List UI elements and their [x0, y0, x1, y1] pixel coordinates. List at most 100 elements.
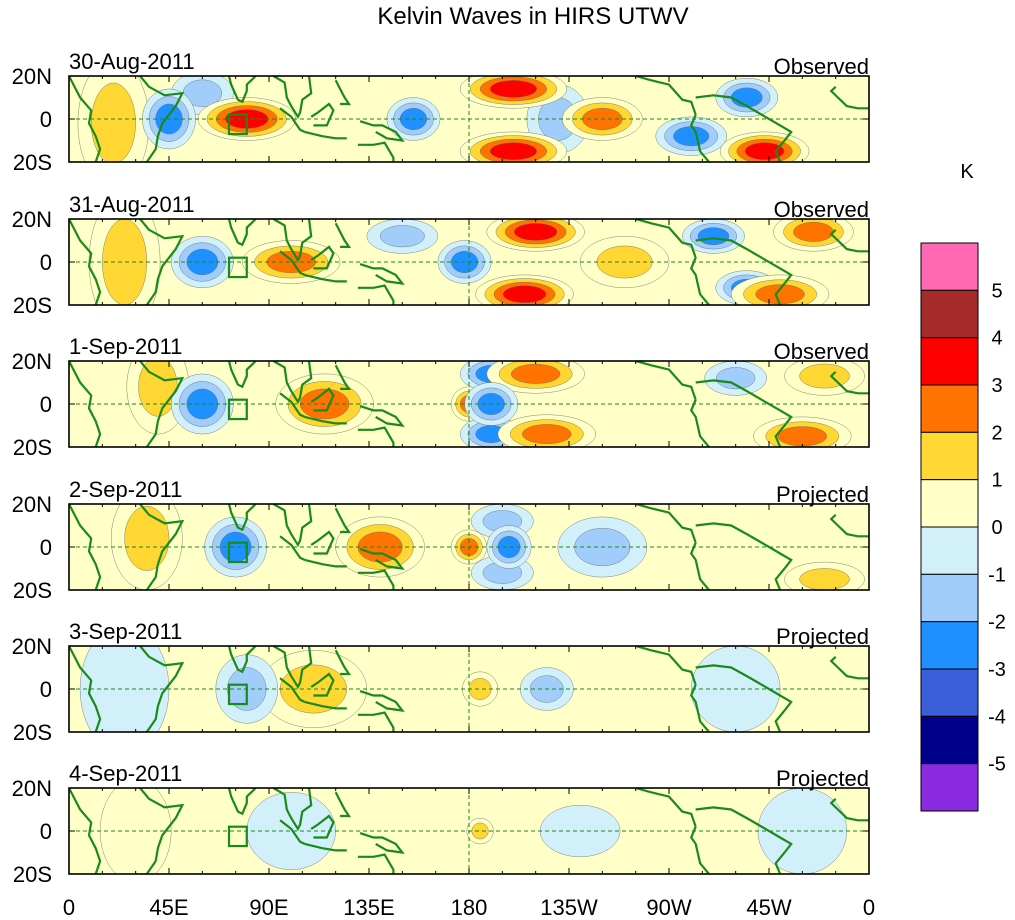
coastline [357, 426, 395, 447]
coastline [310, 387, 335, 412]
panel-4: 20N 0 20S 2-Sep-2011 Projected [12, 477, 870, 603]
panel-6: 20N 0 20S 4-Sep-2011 Projected [12, 761, 870, 887]
coastline [69, 504, 102, 590]
y-tick-label: 20N [12, 64, 52, 89]
coastline [334, 364, 352, 390]
anomaly-contour [514, 223, 558, 241]
anomaly-contour [799, 363, 850, 389]
coastline [829, 371, 869, 395]
coastline [139, 788, 185, 874]
coastline [139, 219, 185, 305]
anomaly-contour [522, 424, 572, 444]
panel-status: Observed [774, 339, 869, 364]
region-box [227, 113, 248, 136]
coastline [272, 76, 313, 120]
panel-3: 20N 0 20S 1-Sep-2011 Observed [12, 334, 870, 460]
x-tick-label: 180 [451, 895, 488, 920]
coastline [334, 507, 352, 534]
colorbar-segment [920, 384, 979, 433]
x-tick-label: 135E [343, 895, 394, 920]
panel-2: 20N 0 20S 31-Aug-2011 Observed [12, 192, 870, 318]
colorbar-label: 0 [991, 517, 1002, 539]
x-tick-label: 0 [63, 895, 75, 920]
anomaly-contour [511, 364, 561, 384]
anomaly-contour [744, 142, 785, 160]
coastline [139, 646, 185, 732]
coastline [829, 797, 869, 822]
anomaly-contour [489, 142, 537, 160]
coastline [635, 219, 697, 259]
y-tick-label: 20N [12, 634, 52, 659]
y-tick-label: 0 [40, 392, 52, 417]
colorbar-unit-label: K [960, 161, 974, 183]
y-tick-label: 20N [12, 492, 52, 517]
y-tick-label: 20S [13, 720, 52, 745]
coastline [829, 229, 869, 253]
panel-status: Observed [774, 54, 869, 79]
coastline [227, 646, 257, 674]
colorbar-segment [920, 289, 979, 339]
panel-date: 30-Aug-2011 [69, 49, 195, 74]
anomaly-contour [731, 87, 763, 108]
panel-date: 31-Aug-2011 [69, 192, 195, 217]
x-tick-label: 0 [863, 895, 875, 920]
coastline [279, 819, 306, 845]
y-tick-label: 20S [13, 862, 52, 887]
colorbar-label: -5 [988, 754, 1006, 776]
panel-date: 3-Sep-2011 [69, 619, 182, 644]
y-tick-label: 0 [40, 677, 52, 702]
coastline [69, 646, 102, 732]
x-tick-label: 90E [249, 895, 288, 920]
coastlines [69, 219, 869, 305]
y-tick-label: 0 [40, 535, 52, 560]
coastline [334, 79, 352, 106]
coastline [272, 504, 313, 548]
colorbar-segment [920, 479, 979, 528]
region-box [227, 256, 248, 279]
panel-1: 20N 0 20S 30-Aug-2011 Observed [12, 49, 870, 175]
coastlines [69, 788, 869, 874]
y-tick-label: 20S [13, 578, 52, 603]
region-box [227, 683, 248, 706]
colorbar-label: 2 [991, 422, 1002, 444]
chart-title: Kelvin Waves in HIRS UTWV [377, 3, 688, 30]
coastline [69, 788, 102, 874]
panel-status: Projected [776, 766, 869, 791]
coastline [359, 832, 405, 854]
coastline [69, 76, 102, 162]
colorbar-segment [920, 526, 979, 575]
anomaly-contour [489, 80, 537, 98]
panel-status: Projected [776, 624, 869, 649]
coastline [359, 690, 405, 712]
coastline [357, 284, 395, 305]
colorbar-segment [920, 337, 979, 386]
coastline [304, 700, 347, 710]
coastline [334, 222, 352, 248]
coastline [689, 257, 710, 305]
anomaly-contour [379, 225, 425, 248]
coastline [304, 558, 347, 568]
anomaly-field [111, 504, 865, 590]
colorbar-label: -2 [988, 612, 1006, 634]
coastline [357, 853, 395, 874]
coastline [304, 415, 347, 425]
coastline [227, 788, 257, 816]
anomaly-contour [673, 126, 710, 147]
coastline [359, 405, 405, 427]
x-tick-label: 90W [646, 895, 691, 920]
anomaly-contour [716, 367, 756, 390]
coastline [689, 684, 710, 732]
coastline [304, 273, 347, 283]
x-tick-label: 135W [540, 895, 598, 920]
colorbar-segment [920, 573, 979, 623]
y-tick-label: 0 [40, 819, 52, 844]
coastline [357, 711, 395, 732]
coastline [310, 530, 335, 555]
coastline [304, 842, 347, 852]
colorbar-label: -1 [988, 564, 1006, 586]
anomaly-contour [468, 678, 492, 700]
coastline [227, 361, 257, 389]
coastline [635, 646, 697, 686]
colorbar-segment [920, 431, 979, 481]
